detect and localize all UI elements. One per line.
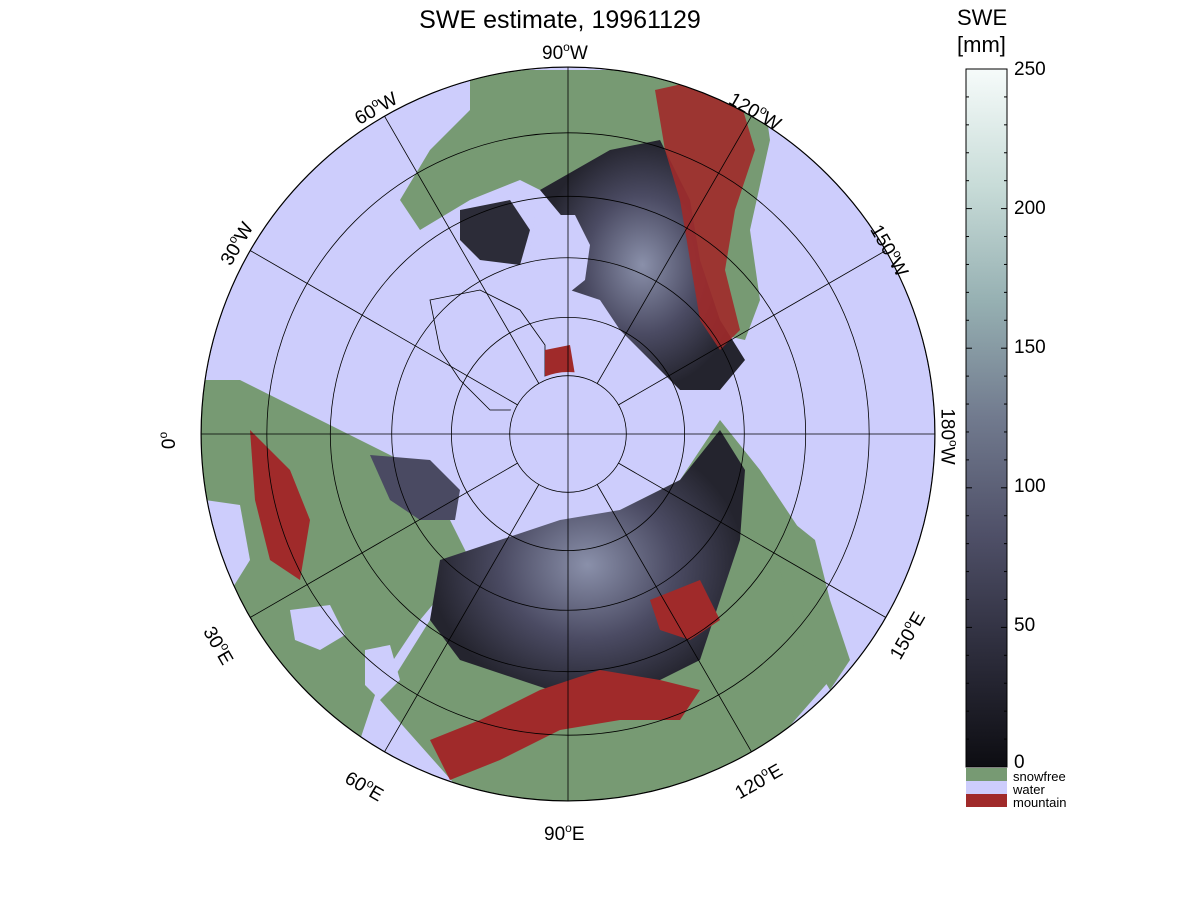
meridian-line — [384, 115, 540, 384]
meridian-line — [384, 484, 540, 753]
meridian-line — [249, 250, 518, 406]
colorbar-ticks — [966, 68, 1007, 768]
colorbar-title-text: SWE — [957, 5, 1008, 30]
rocky-mountains — [655, 80, 755, 350]
meridian-line — [596, 115, 752, 384]
meridian-line — [618, 462, 887, 618]
lon-label-90w: 90oW — [542, 40, 588, 64]
meridian-line — [249, 462, 518, 618]
colorbar-tick-0: 0 — [1014, 752, 1025, 773]
labrador-snowpack — [460, 200, 530, 265]
lon-label-90e: 90oE — [544, 821, 585, 845]
meridian-line — [618, 250, 887, 406]
colorbar-tick-50: 50 — [1014, 615, 1036, 636]
scandinavia-snowpack — [370, 455, 460, 520]
lon-label-180w: 180oW — [936, 408, 961, 465]
north-america-snowpack — [540, 140, 745, 390]
legend-swatch-snowfree — [966, 768, 1007, 781]
colorbar-title: SWE [mm] — [957, 4, 1007, 58]
caspian-sea — [365, 645, 400, 700]
black-sea — [290, 605, 345, 650]
central-asia-mountains — [430, 670, 700, 780]
east-siberia-mountains — [650, 580, 720, 640]
legend-swatch-mountain — [966, 794, 1007, 807]
colorbar-tick-150: 150 — [1014, 337, 1046, 358]
map-boundary — [200, 66, 936, 802]
alps-mountains — [250, 430, 310, 580]
kamchatka — [780, 520, 850, 690]
colorbar-gradient — [965, 68, 1008, 768]
colorbar-tick-200: 200 — [1014, 198, 1046, 219]
colorbar-tick-100: 100 — [1014, 476, 1046, 497]
colorbar-unit: [mm] — [957, 32, 1006, 57]
legend-label-mountain: mountain — [1013, 795, 1067, 810]
colorbar-tick-250: 250 — [1014, 59, 1046, 80]
legend-label-water: water — [1013, 782, 1045, 797]
legend-swatch-water — [966, 781, 1007, 794]
legend-label-snowfree: snowfree — [1013, 769, 1066, 784]
figure-title: SWE estimate, 19961129 — [419, 6, 701, 34]
lon-label-0: 0o — [156, 431, 181, 450]
meridian-line — [596, 484, 752, 753]
